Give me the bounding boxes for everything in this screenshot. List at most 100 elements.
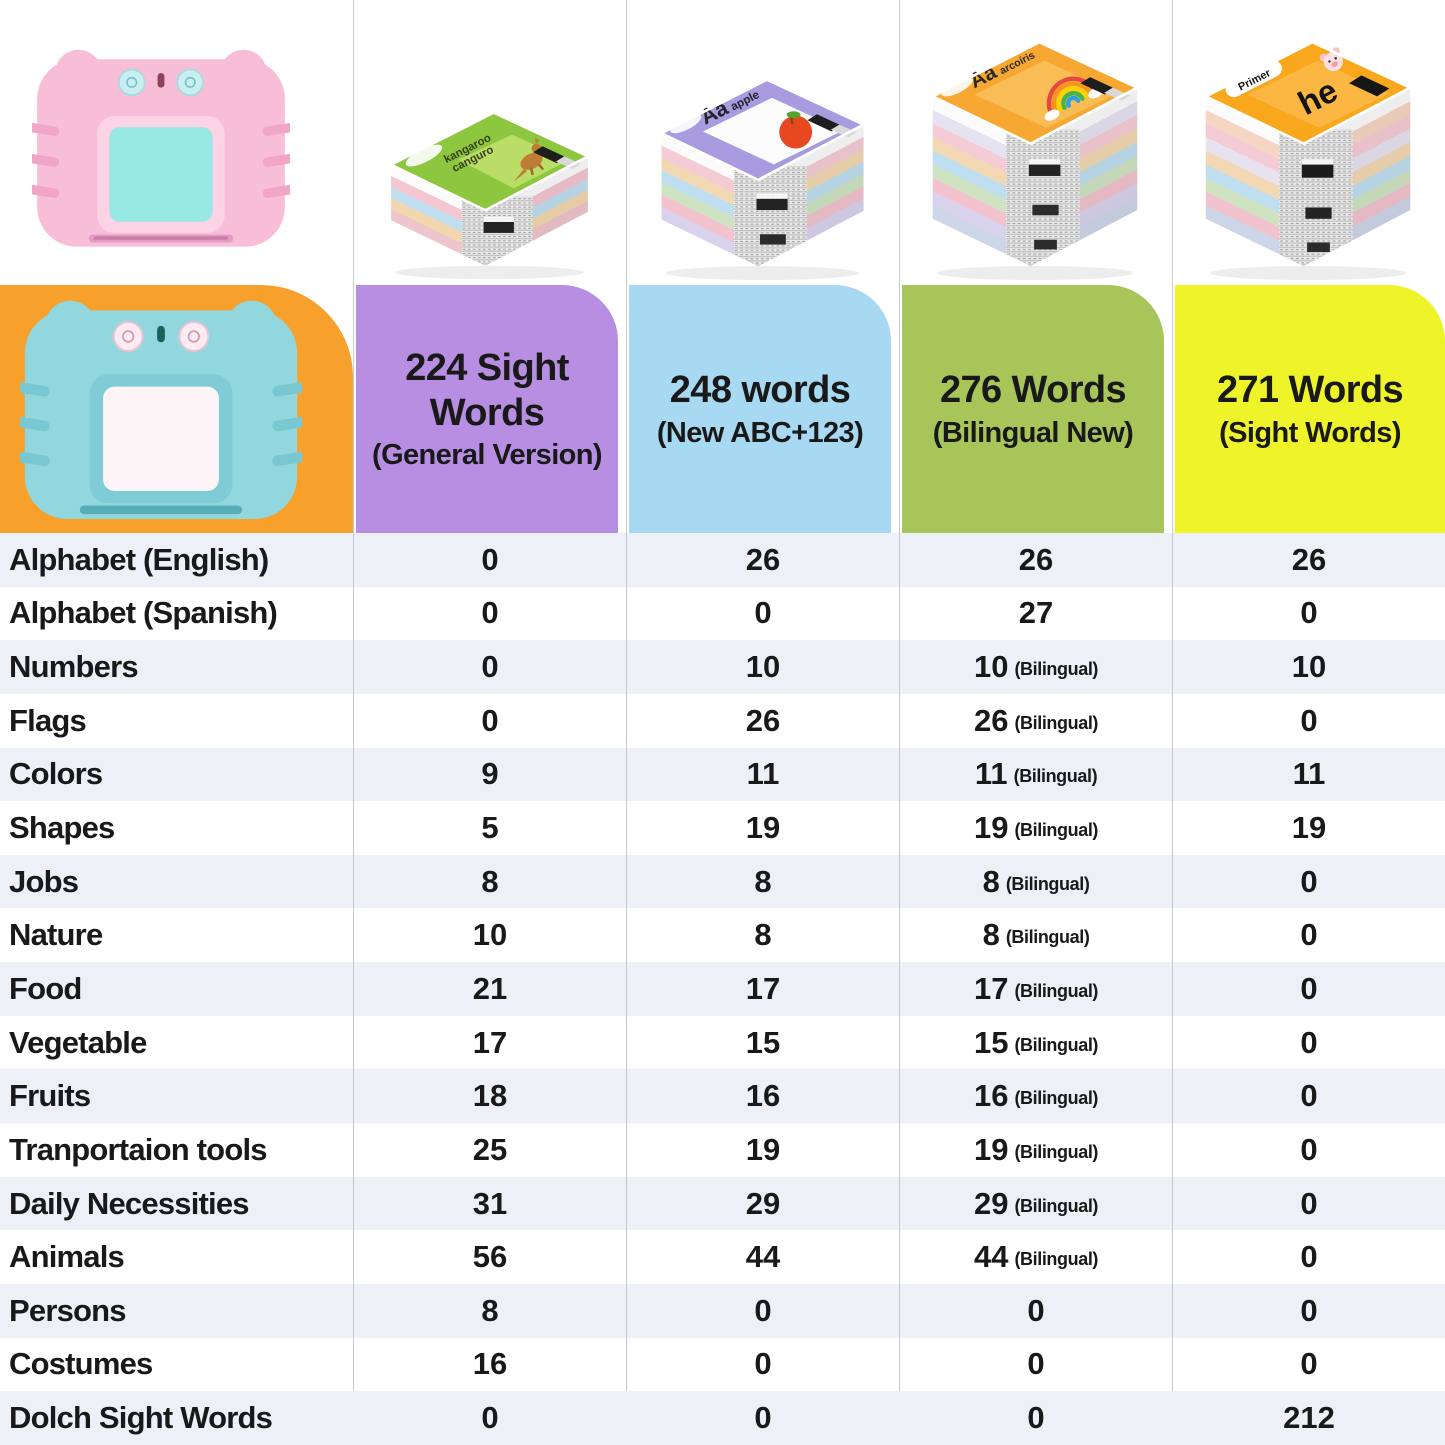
cell-value: 27 [1018, 595, 1054, 631]
row-label: Tranportaion tools [9, 1131, 268, 1167]
card-slot-inner [93, 236, 229, 240]
value-cell: 0 [626, 1391, 899, 1445]
bilingual-note: (Bilingual) [1014, 659, 1099, 680]
value-cell: 26 (Bilingual) [899, 693, 1172, 748]
value-cell: 44 [626, 1230, 899, 1284]
teal-card-reader-image [20, 300, 302, 519]
cell-value: 29 [745, 1185, 781, 1221]
row-label: Numbers [9, 649, 139, 685]
cell-value: 31 [472, 1185, 508, 1221]
value-cell: 18 [353, 1069, 626, 1124]
card-tab-mark [807, 114, 841, 132]
column-title: 271 Words [1216, 369, 1404, 412]
value-cell: 26 [899, 533, 1172, 587]
value-cell: 26 [626, 693, 899, 748]
row-label: Colors [9, 756, 103, 792]
column-subtitle: (General Version) [372, 439, 603, 472]
pink-card-reader-image [32, 49, 290, 247]
value-cell: 8 [353, 1283, 626, 1338]
value-cell: 10 [353, 908, 626, 963]
value-cell: 9 [353, 747, 626, 802]
value-cell: 16 [626, 1069, 899, 1124]
cell-value: 26 [973, 702, 1009, 738]
value-cell: 56 [353, 1230, 626, 1284]
table-row: Numbers 0 10 10 (Bilingual) 10 [0, 640, 1445, 694]
cell-value: 18 [472, 1078, 508, 1114]
cell-value: 10 [1291, 649, 1327, 685]
product-column-4: Primer he [1172, 0, 1445, 533]
cell-value: 0 [1300, 595, 1318, 631]
cell-value: 15 [973, 1024, 1009, 1060]
table-row: Flags 0 26 26 (Bilingual) 0 [0, 693, 1445, 748]
cell-value: 11 [746, 756, 780, 792]
value-cell: 0 [1172, 1283, 1445, 1338]
top-card-panel [702, 97, 843, 165]
card-tab-mark [830, 124, 857, 138]
deck-shadow [937, 266, 1134, 280]
cell-value: 0 [754, 1292, 772, 1328]
flash-card-deck-4-image: Primer he [1204, 40, 1412, 280]
deck-photo-area: Aa arcoíris [900, 0, 1172, 285]
value-cell: 0 [626, 1337, 899, 1392]
bilingual-note: (Bilingual) [1014, 712, 1099, 733]
row-label: Daily Necessities [9, 1185, 250, 1221]
cell-value: 0 [481, 702, 499, 738]
column-subtitle: (New ABC+123) [656, 416, 864, 449]
value-cell: 29 [626, 1176, 899, 1231]
top-section: kangaroo canguro [0, 0, 1445, 533]
value-cell: 0 [1172, 1230, 1445, 1284]
value-cell: 0 [1172, 1337, 1445, 1392]
card-tab-mark [555, 156, 581, 170]
flash-card-deck-2-image: Aa apple [659, 78, 865, 280]
value-cell: 31 [353, 1176, 626, 1231]
device-button-right [178, 321, 210, 352]
table-row: Nature 10 8 8 (Bilingual) 0 [0, 908, 1445, 963]
cell-value: 16 [745, 1078, 781, 1114]
value-cell: 16 [353, 1337, 626, 1392]
column-header-4: 271 Words (Sight Words) [1175, 285, 1445, 533]
cell-value: 0 [1300, 1292, 1318, 1328]
value-cell: 0 [1172, 693, 1445, 748]
whisker-ridges-icon [20, 381, 302, 467]
cell-value: 0 [1300, 863, 1318, 899]
row-label: Alphabet (Spanish) [9, 595, 278, 631]
cell-value: 0 [481, 1400, 499, 1436]
value-cell: 0 [353, 533, 626, 587]
value-cell: 17 (Bilingual) [899, 962, 1172, 1016]
cell-value: 19 [1291, 810, 1327, 846]
value-cell: 44 (Bilingual) [899, 1230, 1172, 1284]
bilingual-note: (Bilingual) [1014, 1088, 1099, 1109]
cell-value: 10 [745, 649, 781, 685]
value-cell: 8 [626, 908, 899, 963]
column-title: 224 Sight Words [405, 346, 569, 434]
cell-value: 0 [754, 1346, 772, 1382]
table-row: Shapes 5 19 19 (Bilingual) 19 [0, 801, 1445, 855]
cell-value: 0 [1300, 970, 1318, 1006]
value-cell: 17 [353, 1015, 626, 1070]
value-cell: 16 (Bilingual) [899, 1069, 1172, 1124]
apple-art-icon [778, 111, 812, 149]
table-row: Animals 56 44 44 (Bilingual) 0 [0, 1230, 1445, 1284]
value-cell: 10 [1172, 640, 1445, 694]
device-button-left [112, 321, 144, 352]
cell-value: 0 [1300, 1239, 1318, 1275]
cell-value: 0 [1300, 702, 1318, 738]
bilingual-note: (Bilingual) [1013, 766, 1098, 787]
bilingual-note: (Bilingual) [1014, 1141, 1099, 1162]
cell-value: 5 [481, 810, 499, 846]
product-column-2: Aa apple 248 words [626, 0, 899, 533]
cell-value: 0 [1300, 1131, 1318, 1167]
device-button-left [118, 68, 146, 97]
value-cell: 0 [353, 640, 626, 694]
cell-value: 0 [481, 541, 499, 577]
cell-value: 0 [1027, 1400, 1045, 1436]
cell-value: 11 [974, 756, 1008, 792]
table-row: Fruits 18 16 16 (Bilingual) 0 [0, 1069, 1445, 1124]
cell-value: 44 [973, 1239, 1009, 1275]
card-slot [79, 505, 243, 515]
value-cell: 15 (Bilingual) [899, 1015, 1172, 1070]
orange-panel [0, 285, 353, 533]
value-cell: 29 (Bilingual) [899, 1176, 1172, 1231]
bilingual-note: (Bilingual) [1014, 1195, 1099, 1216]
card-stack-edges [461, 196, 533, 266]
